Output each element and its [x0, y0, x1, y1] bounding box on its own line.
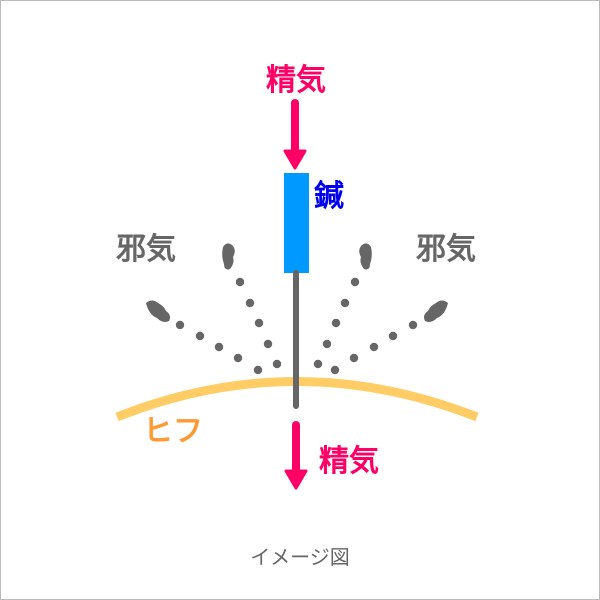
evil-dot	[313, 359, 323, 369]
evil-dot	[349, 353, 359, 363]
needle-handle	[284, 173, 309, 273]
evil-blob-left-inner	[222, 243, 235, 270]
evil-right-label: 邪気	[416, 232, 476, 267]
evil-dot	[388, 331, 398, 341]
evil-dot	[340, 298, 350, 308]
evil-dot	[408, 320, 418, 330]
evil-dot	[214, 342, 224, 352]
top-energy-arrow	[283, 99, 307, 170]
evil-dots	[175, 277, 418, 375]
evil-dot	[253, 365, 263, 375]
evil-blob-left-outer	[146, 300, 170, 322]
evil-dot	[330, 365, 340, 375]
bottom-energy-arrow	[284, 421, 308, 490]
needle-label: 鍼	[314, 179, 344, 214]
evil-blob-right-outer	[424, 300, 448, 322]
evil-left-label: 邪気	[116, 232, 176, 267]
evil-dot	[369, 342, 379, 352]
evil-dot	[272, 359, 282, 369]
evil-dot	[195, 331, 205, 341]
bottom-energy-label: 精気	[319, 444, 379, 479]
evil-dot	[175, 320, 185, 330]
evil-blobs	[146, 243, 448, 322]
evil-dot	[254, 318, 264, 328]
evil-dot	[350, 277, 360, 287]
evil-blob-right-inner	[359, 243, 372, 270]
evil-dot	[233, 353, 243, 363]
skin-label: ヒフ	[143, 414, 203, 449]
evil-dot	[322, 339, 332, 349]
evil-dot	[331, 318, 341, 328]
caption: イメージ図	[250, 545, 350, 569]
top-energy-label: 精気	[266, 63, 326, 98]
evil-dot	[235, 277, 245, 287]
evil-dot	[263, 339, 273, 349]
evil-dot	[245, 298, 255, 308]
